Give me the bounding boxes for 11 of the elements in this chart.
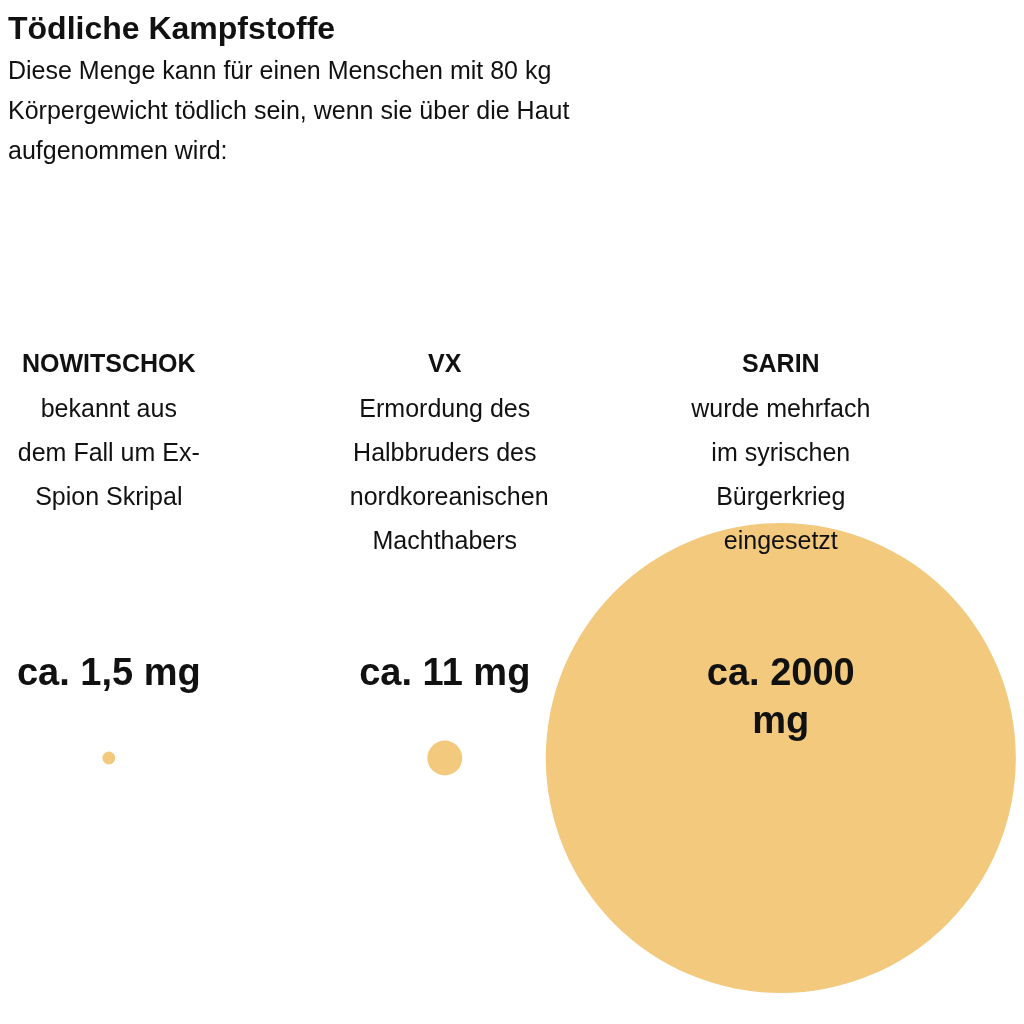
text: Tödliche Kampfstoffe [8, 9, 337, 48]
category-label: SARIN [740, 348, 821, 379]
data-label: ca. 2000 mg [705, 650, 856, 743]
text: Diese Menge kann für einen Menschen mit 80 kg Körpergewicht tödlich sein, wenn sie über die Haut aufgenommen wird: [8, 55, 571, 166]
text: wurde mehrfach im syrischen Bürgerkrieg eingesetzt [691, 394, 871, 554]
text: Ermordung des Halbbruders des nordkoreanischen Machthabers [349, 394, 549, 554]
text: bekannt aus dem Fall um Ex-Spion Skripal [17, 394, 200, 510]
data-label: ca. 11 mg [358, 650, 532, 695]
category-label: VX [427, 348, 463, 379]
data-label: ca. 1,5 mg [15, 650, 202, 695]
category-label: NOWITSCHOK [21, 348, 197, 379]
